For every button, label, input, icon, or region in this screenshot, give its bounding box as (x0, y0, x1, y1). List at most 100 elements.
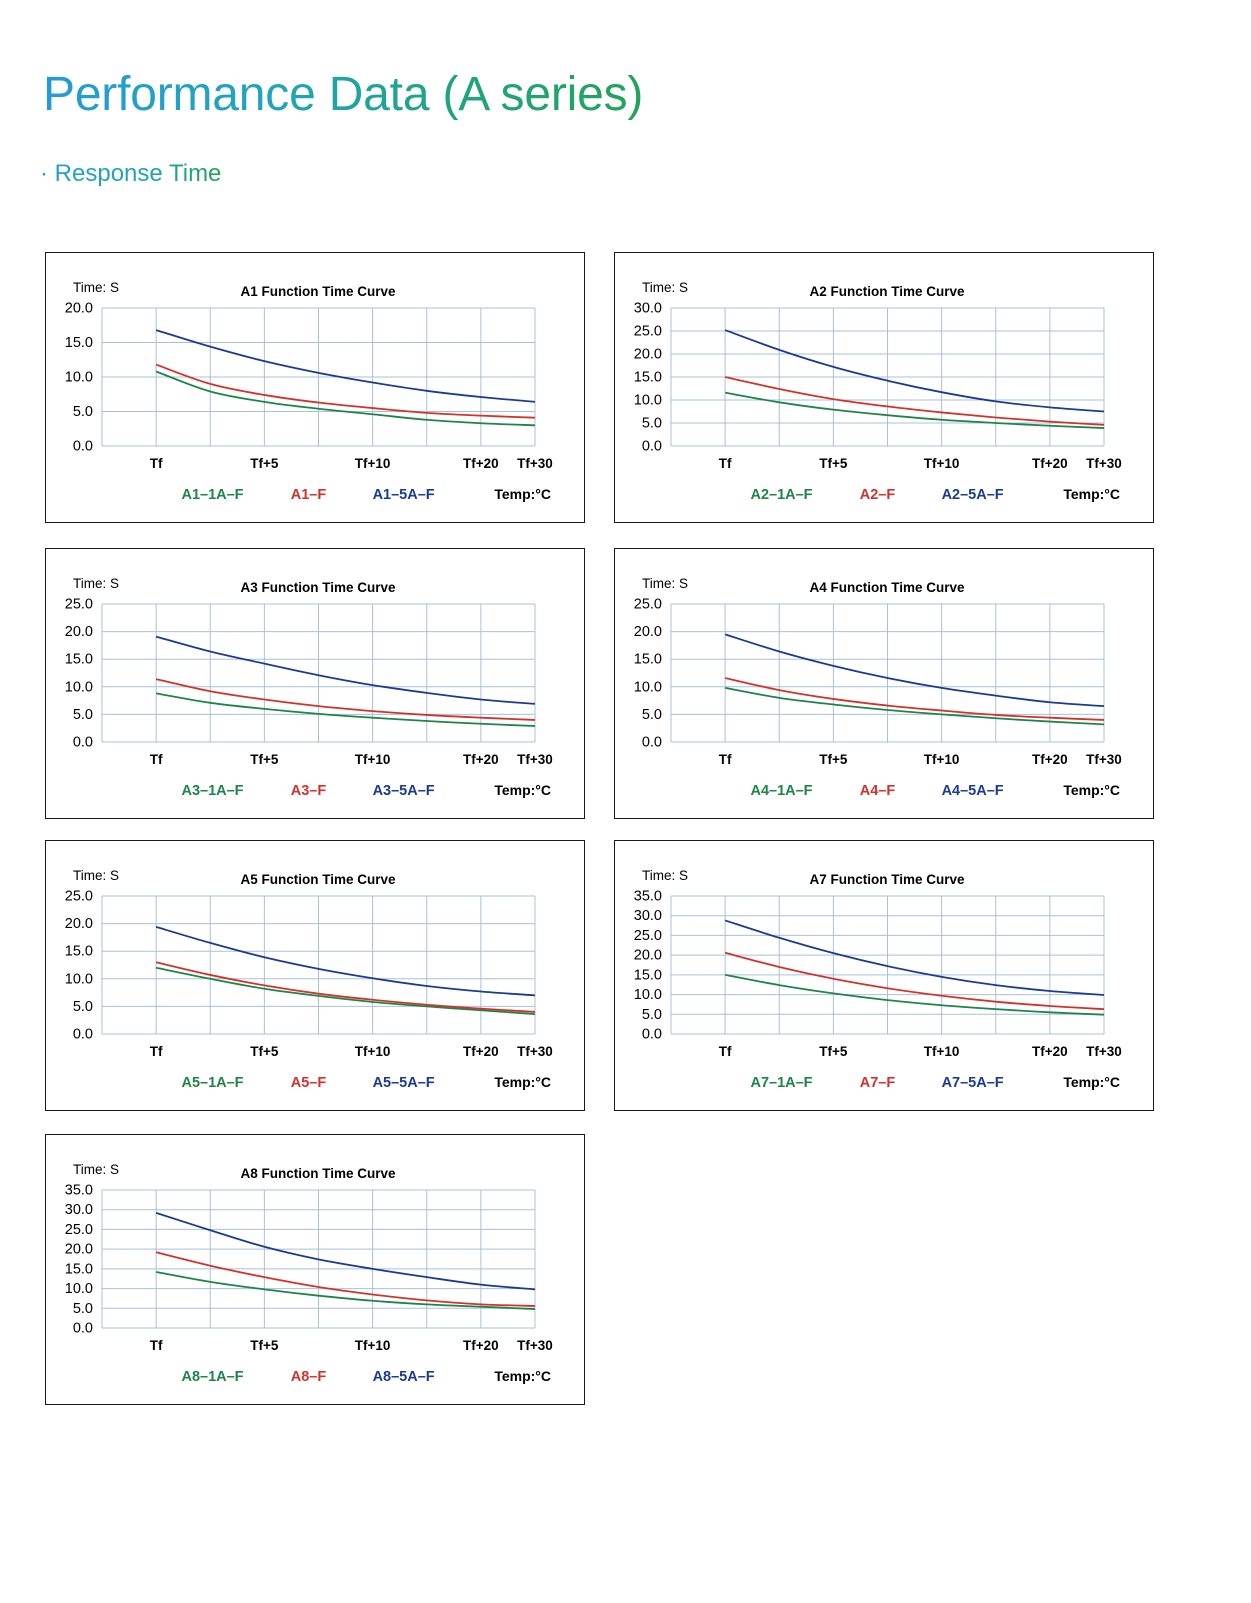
svg-text:Tf: Tf (150, 1044, 163, 1059)
svg-text:A7–5A–F: A7–5A–F (942, 1075, 1004, 1091)
svg-text:Time: S: Time: S (73, 868, 119, 883)
svg-text:Tf+5: Tf+5 (250, 1044, 279, 1059)
svg-text:A2 Function Time Curve: A2 Function Time Curve (809, 284, 965, 299)
svg-text:35.0: 35.0 (65, 1183, 93, 1199)
svg-text:0.0: 0.0 (73, 735, 93, 751)
svg-text:5.0: 5.0 (73, 707, 93, 723)
svg-text:Tf+5: Tf+5 (250, 1338, 279, 1353)
svg-text:A3–1A–F: A3–1A–F (181, 783, 243, 799)
svg-text:Tf: Tf (150, 752, 163, 767)
svg-text:Time: S: Time: S (642, 576, 688, 591)
svg-text:20.0: 20.0 (65, 301, 93, 317)
svg-text:Tf+30: Tf+30 (517, 1338, 553, 1353)
svg-text:A3–F: A3–F (291, 783, 327, 799)
svg-text:Tf: Tf (150, 1338, 163, 1353)
svg-text:Tf: Tf (150, 456, 163, 471)
svg-text:25.0: 25.0 (65, 1222, 93, 1238)
svg-text:10.0: 10.0 (65, 370, 93, 386)
svg-text:20.0: 20.0 (634, 624, 662, 640)
svg-text:Temp:°C: Temp:°C (494, 782, 551, 798)
svg-text:Tf+10: Tf+10 (924, 752, 960, 767)
svg-text:20.0: 20.0 (65, 916, 93, 932)
svg-text:Temp:°C: Temp:°C (1063, 782, 1120, 798)
svg-text:Temp:°C: Temp:°C (1063, 486, 1120, 502)
svg-text:10.0: 10.0 (634, 679, 662, 695)
svg-text:5.0: 5.0 (642, 1007, 662, 1023)
svg-text:10.0: 10.0 (634, 987, 662, 1003)
svg-text:A4 Function Time Curve: A4 Function Time Curve (809, 580, 965, 595)
svg-text:Tf+10: Tf+10 (924, 1044, 960, 1059)
svg-text:Tf+5: Tf+5 (819, 1044, 848, 1059)
svg-text:0.0: 0.0 (642, 439, 662, 455)
svg-text:Tf+5: Tf+5 (250, 752, 279, 767)
svg-text:25.0: 25.0 (634, 928, 662, 944)
svg-text:Tf+30: Tf+30 (1086, 752, 1122, 767)
svg-text:Tf+10: Tf+10 (355, 1044, 391, 1059)
svg-text:10.0: 10.0 (65, 679, 93, 695)
svg-text:Tf+10: Tf+10 (355, 1338, 391, 1353)
svg-text:Temp:°C: Temp:°C (494, 486, 551, 502)
svg-text:5.0: 5.0 (73, 999, 93, 1015)
svg-text:15.0: 15.0 (634, 652, 662, 668)
svg-text:Tf: Tf (719, 752, 732, 767)
svg-text:Tf+30: Tf+30 (517, 752, 553, 767)
svg-text:Tf: Tf (719, 1044, 732, 1059)
svg-text:35.0: 35.0 (634, 889, 662, 905)
svg-text:A3 Function Time Curve: A3 Function Time Curve (240, 580, 396, 595)
svg-text:A8 Function Time Curve: A8 Function Time Curve (240, 1166, 396, 1181)
svg-text:0.0: 0.0 (73, 1321, 93, 1337)
svg-text:A1–5A–F: A1–5A–F (373, 487, 435, 503)
svg-text:Tf+30: Tf+30 (517, 456, 553, 471)
svg-text:20.0: 20.0 (65, 624, 93, 640)
svg-text:25.0: 25.0 (634, 597, 662, 613)
svg-text:Tf+5: Tf+5 (819, 752, 848, 767)
svg-text:A4–F: A4–F (860, 783, 896, 799)
svg-text:Tf+20: Tf+20 (1032, 456, 1068, 471)
svg-text:Tf+20: Tf+20 (1032, 1044, 1068, 1059)
svg-text:Tf+20: Tf+20 (463, 752, 499, 767)
svg-text:A5–1A–F: A5–1A–F (181, 1075, 243, 1091)
svg-text:5.0: 5.0 (642, 707, 662, 723)
svg-text:0.0: 0.0 (73, 439, 93, 455)
svg-text:5.0: 5.0 (73, 1301, 93, 1317)
svg-text:Tf+20: Tf+20 (463, 1044, 499, 1059)
svg-text:Tf+20: Tf+20 (463, 1338, 499, 1353)
svg-text:Tf+10: Tf+10 (355, 456, 391, 471)
svg-text:A7–1A–F: A7–1A–F (750, 1075, 812, 1091)
svg-text:A7 Function Time Curve: A7 Function Time Curve (809, 872, 965, 887)
svg-text:A2–5A–F: A2–5A–F (942, 487, 1004, 503)
svg-text:Temp:°C: Temp:°C (494, 1074, 551, 1090)
svg-text:Tf+10: Tf+10 (924, 456, 960, 471)
svg-text:25.0: 25.0 (65, 597, 93, 613)
svg-text:Time: S: Time: S (73, 1162, 119, 1177)
svg-text:20.0: 20.0 (65, 1242, 93, 1258)
svg-text:A1 Function Time Curve: A1 Function Time Curve (240, 284, 396, 299)
svg-text:A8–1A–F: A8–1A–F (181, 1369, 243, 1385)
svg-text:Tf+30: Tf+30 (1086, 1044, 1122, 1059)
svg-text:5.0: 5.0 (73, 404, 93, 420)
svg-text:10.0: 10.0 (65, 971, 93, 987)
svg-text:Time: S: Time: S (73, 576, 119, 591)
svg-text:15.0: 15.0 (634, 370, 662, 386)
svg-text:Tf+5: Tf+5 (819, 456, 848, 471)
svg-text:20.0: 20.0 (634, 948, 662, 964)
svg-text:A1–1A–F: A1–1A–F (181, 487, 243, 503)
svg-text:Tf+30: Tf+30 (1086, 456, 1122, 471)
svg-text:Tf+5: Tf+5 (250, 456, 279, 471)
svg-text:0.0: 0.0 (73, 1027, 93, 1043)
svg-text:A4–1A–F: A4–1A–F (750, 783, 812, 799)
svg-text:Time: S: Time: S (73, 280, 119, 295)
svg-text:10.0: 10.0 (634, 393, 662, 409)
svg-text:30.0: 30.0 (634, 908, 662, 924)
svg-text:Tf+10: Tf+10 (355, 752, 391, 767)
svg-text:A1–F: A1–F (291, 487, 327, 503)
svg-text:A8–F: A8–F (291, 1369, 327, 1385)
svg-text:A5 Function Time Curve: A5 Function Time Curve (240, 872, 396, 887)
svg-text:Tf: Tf (719, 456, 732, 471)
svg-text:A3–5A–F: A3–5A–F (373, 783, 435, 799)
svg-text:25.0: 25.0 (634, 324, 662, 340)
svg-text:10.0: 10.0 (65, 1281, 93, 1297)
svg-text:20.0: 20.0 (634, 347, 662, 363)
svg-text:0.0: 0.0 (642, 735, 662, 751)
svg-text:15.0: 15.0 (65, 335, 93, 351)
